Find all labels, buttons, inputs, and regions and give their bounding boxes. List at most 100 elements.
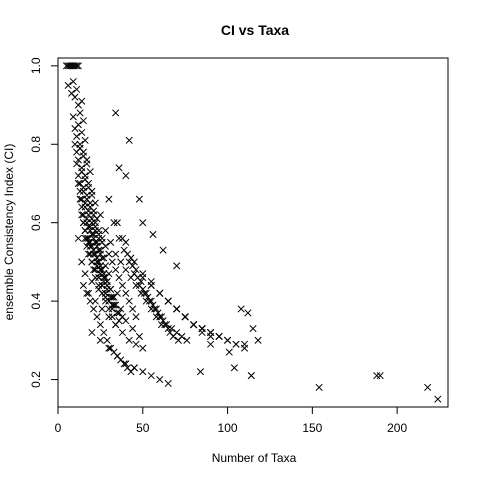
data-point bbox=[182, 314, 188, 320]
data-point bbox=[126, 298, 132, 304]
x-tick-label: 100 bbox=[218, 421, 238, 435]
data-point bbox=[126, 337, 132, 343]
data-point bbox=[95, 286, 101, 292]
y-axis-label: ensemble Consistency Index (CI) bbox=[2, 144, 16, 321]
data-point bbox=[77, 145, 83, 151]
data-point bbox=[80, 282, 86, 288]
data-point bbox=[207, 341, 213, 347]
data-point bbox=[97, 212, 103, 218]
data-point bbox=[72, 94, 78, 100]
data-point bbox=[82, 270, 88, 276]
data-point bbox=[173, 263, 179, 269]
data-point bbox=[89, 259, 95, 265]
data-point bbox=[80, 153, 86, 159]
data-point bbox=[79, 98, 85, 104]
data-point bbox=[250, 325, 256, 331]
data-point bbox=[73, 133, 79, 139]
data-point bbox=[255, 337, 261, 343]
data-point bbox=[99, 306, 105, 312]
data-point bbox=[126, 137, 132, 143]
data-point bbox=[136, 196, 142, 202]
data-point bbox=[109, 314, 115, 320]
data-point bbox=[123, 318, 129, 324]
data-point bbox=[106, 196, 112, 202]
data-point bbox=[90, 306, 96, 312]
data-point bbox=[72, 141, 78, 147]
data-point bbox=[190, 321, 196, 327]
data-point bbox=[70, 114, 76, 120]
data-point bbox=[165, 380, 171, 386]
data-point bbox=[118, 259, 124, 265]
data-point bbox=[150, 231, 156, 237]
data-point bbox=[131, 365, 137, 371]
data-point bbox=[377, 372, 383, 378]
data-point bbox=[95, 227, 101, 233]
data-point bbox=[179, 333, 185, 339]
data-point bbox=[157, 376, 163, 382]
data-point bbox=[197, 369, 203, 375]
data-point bbox=[184, 337, 190, 343]
data-point bbox=[109, 259, 115, 265]
data-point bbox=[70, 78, 76, 84]
data-point bbox=[80, 118, 86, 124]
data-point bbox=[424, 384, 430, 390]
y-tick-label: 0.8 bbox=[29, 136, 43, 153]
data-point bbox=[80, 219, 86, 225]
data-point bbox=[116, 235, 122, 241]
data-point bbox=[207, 329, 213, 335]
data-point bbox=[102, 243, 108, 249]
data-point bbox=[107, 239, 113, 245]
data-point bbox=[99, 235, 105, 241]
data-point bbox=[140, 219, 146, 225]
data-point bbox=[231, 365, 237, 371]
data-point bbox=[104, 337, 110, 343]
data-point bbox=[133, 341, 139, 347]
x-tick-label: 0 bbox=[55, 421, 62, 435]
x-axis: 0 50 100 150 200 bbox=[55, 407, 408, 435]
data-point bbox=[84, 161, 90, 167]
chart-title: CI vs Taxa bbox=[221, 22, 289, 38]
data-point bbox=[148, 372, 154, 378]
data-point bbox=[119, 282, 125, 288]
data-point bbox=[77, 110, 83, 116]
data-point bbox=[435, 396, 441, 402]
data-point bbox=[173, 329, 179, 335]
data-point bbox=[89, 278, 95, 284]
data-point bbox=[97, 321, 103, 327]
data-point bbox=[123, 239, 129, 245]
data-point bbox=[75, 121, 81, 127]
data-point bbox=[140, 345, 146, 351]
data-point bbox=[233, 341, 239, 347]
data-point bbox=[102, 227, 108, 233]
y-tick-label: 1.0 bbox=[29, 57, 43, 74]
data-point bbox=[114, 353, 120, 359]
data-point bbox=[160, 247, 166, 253]
data-point bbox=[123, 267, 129, 273]
data-point bbox=[248, 372, 254, 378]
x-tick-label: 150 bbox=[302, 421, 322, 435]
data-point bbox=[84, 192, 90, 198]
data-point bbox=[87, 298, 93, 304]
data-point bbox=[112, 251, 118, 257]
data-point bbox=[73, 86, 79, 92]
data-point bbox=[119, 329, 125, 335]
data-point bbox=[224, 337, 230, 343]
data-point bbox=[157, 290, 163, 296]
y-tick-label: 0.4 bbox=[29, 292, 43, 309]
data-point bbox=[136, 333, 142, 339]
data-point bbox=[94, 314, 100, 320]
scatter-points bbox=[63, 63, 441, 403]
data-point bbox=[82, 137, 88, 143]
data-point bbox=[241, 341, 247, 347]
data-point bbox=[245, 310, 251, 316]
data-point bbox=[79, 169, 85, 175]
data-point bbox=[89, 329, 95, 335]
x-tick-label: 50 bbox=[136, 421, 150, 435]
data-point bbox=[75, 235, 81, 241]
data-point bbox=[148, 282, 154, 288]
data-point bbox=[133, 314, 139, 320]
x-axis-label: Number of Taxa bbox=[212, 451, 297, 465]
data-point bbox=[114, 219, 120, 225]
